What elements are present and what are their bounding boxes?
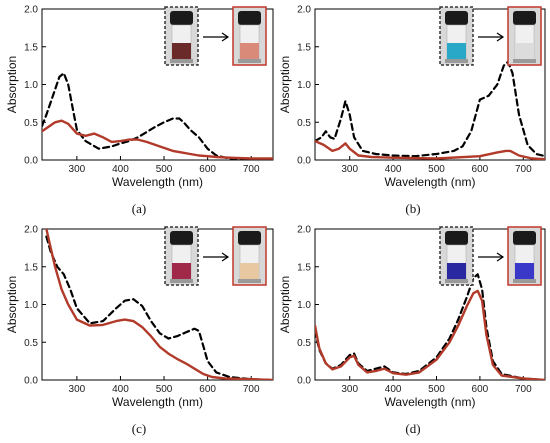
x-tick-label: 600 — [199, 384, 216, 395]
y-tick-label: 0.0 — [297, 376, 311, 387]
x-tick-label: 600 — [199, 164, 216, 175]
x-axis-title: Wavelength (nm) — [385, 395, 476, 409]
panel-label: (b) — [405, 201, 420, 216]
panel-3: 300 400 500 600 700 0.0 0.5 1.0 1.5 2.0 Wavelength… — [5, 225, 274, 436]
arrow-head — [221, 252, 230, 262]
x-tick-label: 500 — [156, 384, 173, 395]
vial-before — [439, 6, 474, 66]
y-axis-title: Absorption — [278, 276, 292, 333]
vial-after — [232, 226, 267, 286]
y-tick-label: 0.5 — [24, 338, 38, 349]
x-tick-label: 600 — [472, 384, 489, 395]
series-line-dashed — [315, 60, 545, 158]
y-tick-label: 2.0 — [24, 225, 38, 236]
x-tick-label: 400 — [112, 164, 129, 175]
y-tick-label: 1.0 — [297, 300, 311, 311]
series-line-solid — [315, 139, 545, 160]
vial-before — [164, 6, 199, 66]
y-tick-label: 0.5 — [24, 118, 38, 129]
series-line-dashed — [42, 72, 273, 160]
y-tick-label: 1.0 — [24, 80, 38, 91]
arrow-head — [496, 32, 505, 42]
series-line-dashed — [45, 235, 273, 380]
panel-1: 300 400 500 600 700 0.0 0.5 1.0 1.5 2.0 Wavelength… — [5, 5, 274, 216]
y-tick-label: 0.0 — [24, 376, 38, 387]
x-axis-title: Wavelength (nm) — [385, 175, 476, 189]
vial-before — [164, 226, 199, 286]
panel-label: (a) — [132, 201, 146, 216]
y-tick-label: 0.0 — [24, 156, 38, 167]
y-tick-label: 1.0 — [24, 300, 38, 311]
series-line-solid — [42, 119, 273, 160]
y-axis-title: Absorption — [278, 56, 292, 113]
x-tick-label: 300 — [341, 384, 358, 395]
x-tick-label: 700 — [515, 384, 532, 395]
x-tick-label: 400 — [385, 164, 402, 175]
y-tick-label: 1.0 — [297, 80, 311, 91]
panel-label: (c) — [132, 421, 146, 436]
y-tick-label: 1.5 — [297, 42, 311, 53]
y-axis-title: Absorption — [5, 56, 19, 113]
panel-label: (d) — [405, 421, 420, 436]
panel-4: 300 400 500 600 700 0.0 0.5 1.0 1.5 2.0 Wavelength… — [278, 225, 546, 436]
y-tick-label: 1.5 — [24, 262, 38, 273]
y-tick-label: 0.0 — [297, 156, 311, 167]
x-tick-label: 700 — [515, 164, 532, 175]
x-tick-label: 700 — [243, 384, 260, 395]
y-tick-label: 1.5 — [297, 262, 311, 273]
y-tick-label: 2.0 — [297, 5, 311, 16]
arrow-head — [496, 252, 505, 262]
vial-after — [232, 6, 267, 66]
vial-after — [507, 6, 542, 66]
panel-2: 300 400 500 600 700 0.0 0.5 1.0 1.5 2.0 Wavelength… — [278, 5, 546, 216]
x-tick-label: 300 — [341, 164, 358, 175]
y-tick-label: 1.5 — [24, 42, 38, 53]
arrow-head — [221, 32, 230, 42]
x-tick-label: 400 — [112, 384, 129, 395]
x-axis-title: Wavelength (nm) — [112, 395, 203, 409]
x-tick-label: 300 — [69, 164, 86, 175]
x-axis-title: Wavelength (nm) — [112, 175, 203, 189]
vial-before — [439, 226, 474, 286]
y-tick-label: 0.5 — [297, 338, 311, 349]
x-tick-label: 500 — [156, 164, 173, 175]
x-tick-label: 700 — [243, 164, 260, 175]
x-tick-label: 500 — [428, 164, 445, 175]
vial-after — [507, 226, 542, 286]
x-tick-label: 300 — [69, 384, 86, 395]
x-tick-label: 600 — [472, 164, 489, 175]
x-tick-label: 400 — [385, 384, 402, 395]
y-tick-label: 2.0 — [297, 225, 311, 236]
series-line-solid — [45, 229, 273, 380]
series-line-solid — [315, 289, 545, 380]
x-tick-label: 500 — [428, 384, 445, 395]
y-tick-label: 0.5 — [297, 118, 311, 129]
y-axis-title: Absorption — [5, 276, 19, 333]
y-tick-label: 2.0 — [24, 5, 38, 16]
